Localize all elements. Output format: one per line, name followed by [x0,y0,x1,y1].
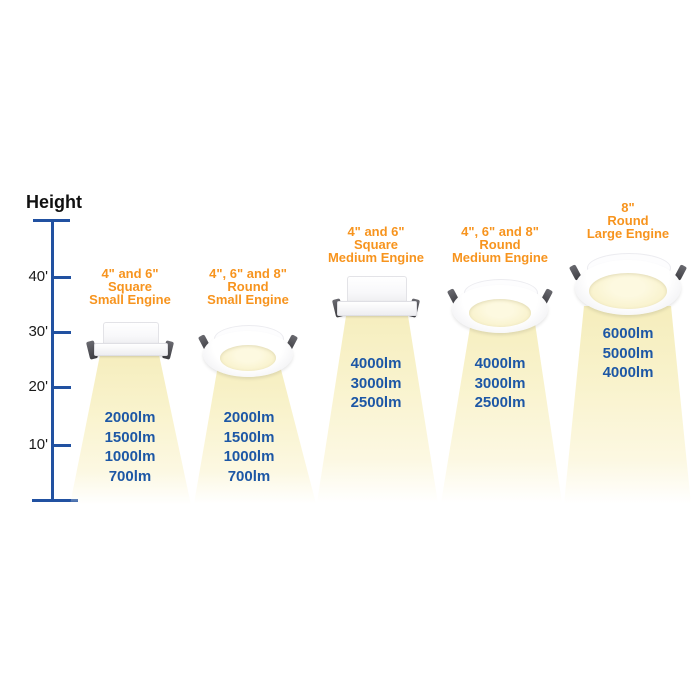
lumen-value: 5000lm [602,344,654,362]
lumen-value: 1000lm [223,448,275,465]
fixture-aperture [469,299,531,327]
downlight-round-small [197,325,299,377]
fixture-title-line: 4", 6" and 8" [209,266,287,281]
axis-bottom-cap [32,499,78,502]
axis-top-cap [33,219,70,222]
fixture-title: 4" and 6" Square Small Engine [55,267,205,306]
fixture-flange [94,343,168,356]
fixture-title: 8" Round Large Engine [553,201,700,240]
lumen-value: 3000lm [350,374,402,392]
fixture-title-line: Round [227,279,269,294]
fixture-title-line: 4" and 6" [101,266,159,281]
fixture-title-line: 4" and 6" [347,224,405,239]
downlight-round-large [568,253,688,315]
fixture-title-line: 8" [621,200,635,215]
axis-tick-mark [52,444,71,447]
axis-tick-label: 20' [28,378,48,395]
lumen-value: 2000lm [104,409,156,426]
lumen-list: 4000lm 3000lm 2500lm [316,354,436,413]
lumen-list: 2000lm 1500lm 1000lm 700lm [70,408,190,486]
fixture-title-line: Round [479,237,521,252]
fixture-title-line: Small Engine [207,292,289,307]
lumen-value: 1000lm [104,448,156,465]
axis-tick-mark [52,386,71,389]
lumen-value: 4000lm [350,355,402,372]
fixture-title-line: Square [107,279,153,294]
fixture-title-line: Large Engine [586,226,670,241]
fixture-title: 4", 6" and 8" Round Small Engine [173,267,323,306]
lumen-value: 700lm [108,467,152,485]
lumen-value: 2000lm [223,409,275,426]
fixture-aperture [589,273,667,309]
axis-tick-label: 10' [28,436,48,453]
lumen-value: 700lm [227,467,271,485]
lumen-value: 2500lm [350,394,402,411]
lumen-value: 4000lm [474,355,526,372]
light-beam [563,306,692,504]
lumen-list: 4000lm 3000lm 2500lm [440,354,560,413]
axis-tick-mark [52,331,71,334]
fixture-title-line: Square [353,237,399,252]
lumen-value: 3000lm [474,374,526,392]
fixture-title-line: Round [607,213,649,228]
fixture-flange [337,301,417,316]
fixture-can [347,276,407,303]
fixture-title-line: Medium Engine [451,250,549,265]
fixture-can [103,322,159,345]
fixture-title: 4", 6" and 8" Round Medium Engine [425,225,575,264]
axis-tick-label: 30' [28,323,48,340]
axis-tick-label: 40' [28,268,48,285]
downlight-square-medium [331,275,421,321]
lumen-list: 2000lm 1500lm 1000lm 700lm [189,408,309,486]
fixture-title-line: 4", 6" and 8" [461,224,539,239]
fixture-title-line: Medium Engine [327,250,425,265]
downlight-round-medium [446,279,554,333]
lumen-value: 1500lm [104,428,156,446]
lumen-value: 4000lm [602,364,654,381]
fixture-title-line: Small Engine [89,292,171,307]
lumen-value: 6000lm [602,325,654,342]
fixture-title: 4" and 6" Square Medium Engine [301,225,451,264]
lumen-value: 1500lm [223,428,275,446]
axis-line [51,219,54,502]
lumen-value: 2500lm [474,394,526,411]
downlight-square-small [85,321,175,365]
axis-tick-mark [52,276,71,279]
axis-title: Height [26,192,82,212]
lumen-list: 6000lm 5000lm 4000lm [568,324,688,383]
fixture-aperture [220,345,276,371]
